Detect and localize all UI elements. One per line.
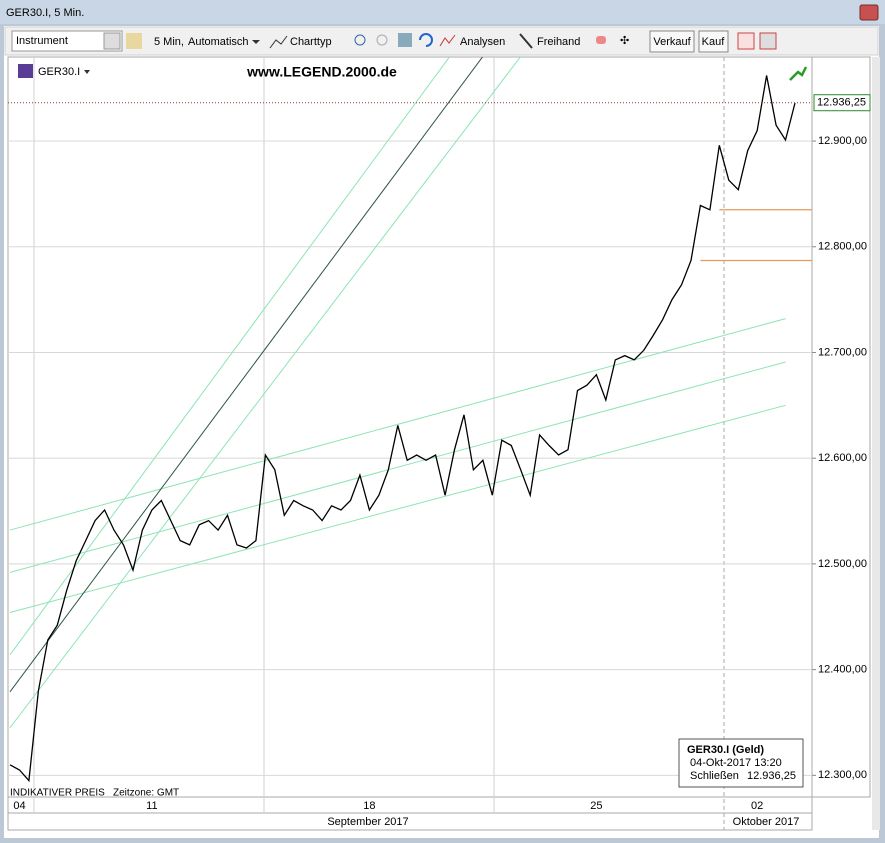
interval[interactable]: 5 Min, [154,36,184,48]
symbol[interactable]: GER30.I [38,66,80,78]
print[interactable] [759,32,777,50]
scrollbar[interactable] [872,57,880,830]
trend-line [9,361,786,573]
y-axis-panel [811,56,871,798]
icon [439,34,456,47]
sell-label: Verkauf [653,36,691,48]
zoom-in[interactable] [354,34,366,46]
dropdown-arrow [252,40,260,44]
x-tick-label: 18 [363,800,375,812]
y-tick-label: 12.800,00 [818,241,867,253]
analyses-menu[interactable]: Analysen [460,36,505,48]
info-time: 04-Okt-2017 13:20 [690,757,782,769]
price-line [9,75,796,783]
eraser[interactable] [596,36,606,44]
y-tick-label: 12.700,00 [818,346,867,358]
freehand-menu[interactable]: Freihand [537,36,580,48]
window-title: GER30.I, 5 Min. [6,7,84,19]
undo[interactable] [419,33,433,47]
y-tick-label: 12.300,00 [818,769,867,781]
footer-note: Zeitzone: GMT [113,788,179,799]
y-tick-label: 12.400,00 [818,664,867,676]
info-close-value: 12.936,25 [747,770,796,782]
zoom-out[interactable] [376,34,388,46]
x-tick-label: 11 [146,800,157,812]
trend-line [9,318,786,531]
trend-line [9,57,451,656]
buy-button[interactable] [698,30,729,53]
icon[interactable] [737,32,755,50]
month-label: September 2017 [327,816,408,828]
chart-type[interactable]: Charttyp [290,36,332,48]
icon[interactable] [398,33,412,47]
last-price-label: 12.936,25 [817,97,866,109]
toolbar [4,26,879,56]
y-tick-label: 12.900,00 [818,135,867,147]
trend-line [9,57,521,729]
y-tick-label: 12.600,00 [818,452,867,464]
watermark: www.LEGEND.2000.de [246,64,397,80]
week-separators [33,57,725,830]
instrument-picker[interactable] [103,32,121,50]
sell-button[interactable] [649,30,695,53]
icon [269,35,288,49]
icon [519,33,533,49]
close-button[interactable] [859,4,879,21]
y-tick-label: 12.500,00 [818,558,867,570]
trend-icon [789,66,808,81]
footer-note: INDIKATIVER PREIS [10,788,105,799]
trend-line [9,404,786,614]
crosshair[interactable]: ✣ [620,35,629,47]
plot-area [7,56,813,798]
x-tick-label: 04 [13,800,25,812]
trend-line [9,57,484,693]
info-box [678,738,804,788]
info-close-label: Schließen [690,770,739,782]
icon[interactable] [126,33,142,49]
instrument-placeholder: Instrument [16,35,68,47]
info-title: GER30.I (Geld) [687,744,764,756]
x-tick-label: 25 [590,800,602,812]
scale-mode[interactable]: Automatisch [188,36,249,48]
dropdown-arrow [84,70,90,74]
title-bar [0,0,885,24]
last-price-tag [813,94,871,112]
x-tick-label: 02 [751,800,763,812]
month-label: Oktober 2017 [733,816,800,828]
buy-label: Kauf [702,36,726,48]
instrument-input[interactable] [11,30,123,52]
symbol-icon [18,64,33,78]
